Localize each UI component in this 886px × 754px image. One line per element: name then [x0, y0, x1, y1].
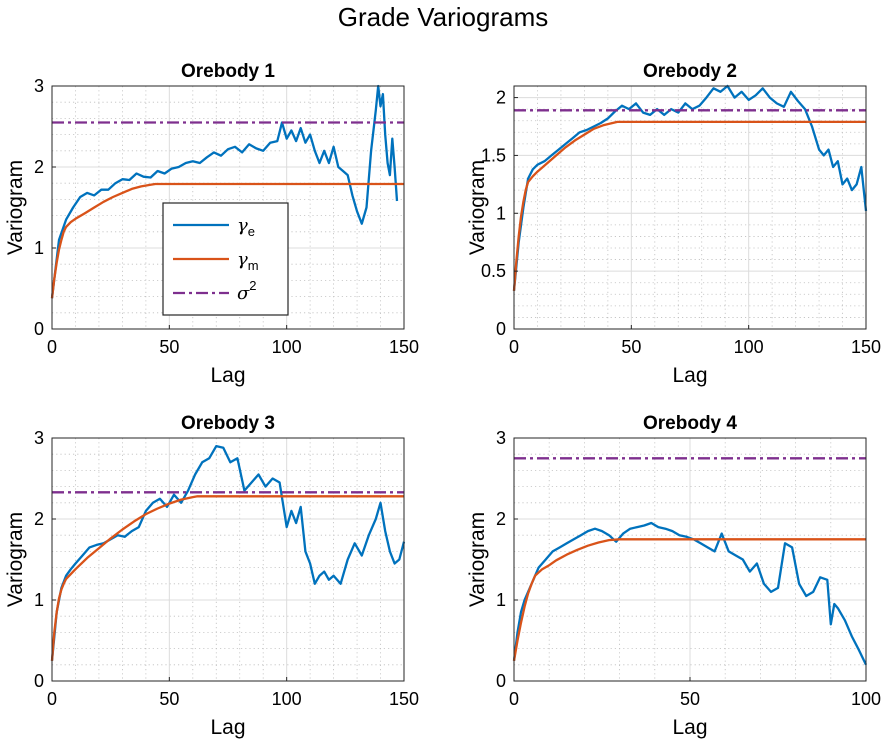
y-tick-label: 0 [496, 671, 506, 691]
legend-item-sill: σ2 [173, 278, 257, 304]
model-variogram-line [512, 120, 866, 291]
x-axis-label: Lag [672, 364, 707, 387]
y-tick-label: 2 [496, 88, 506, 108]
panel-2: 0 50 100 150 0 0.5 1 1.5 2 Orebody 2 Lag Variogram [466, 61, 881, 387]
y-tick-label: 2 [496, 509, 506, 529]
x-axis-label: Lag [210, 364, 245, 387]
model-variogram-line [50, 495, 404, 661]
x-tick-label: 50 [680, 689, 700, 709]
y-axis-label: Variogram [4, 512, 27, 607]
experimental-variogram-line [50, 84, 399, 299]
panel-title: Orebody 1 [181, 61, 275, 82]
y-tick-label: 0 [34, 671, 44, 691]
panel-title: Orebody 4 [643, 413, 737, 434]
axes-box [51, 85, 405, 330]
panel-3: 0 50 100 150 0 1 2 3 Orebody 3 Lag Variogram [4, 413, 419, 739]
x-tick-label: 0 [509, 689, 519, 709]
figure-title: Grade Variograms [338, 2, 549, 32]
experimental-variogram-line [512, 521, 868, 666]
axes-box [513, 85, 867, 330]
experimental-variogram-line [512, 84, 868, 291]
legend: γe γm σ2 [162, 202, 289, 316]
y-axis-label: Variogram [466, 160, 489, 255]
y-axis-label: Variogram [4, 160, 27, 255]
plot-area [514, 86, 866, 329]
x-axis-label: Lag [210, 716, 245, 739]
y-tick-label: 3 [496, 428, 506, 448]
y-tick-label: 2 [34, 509, 44, 529]
y-tick-label: 3 [34, 428, 44, 448]
x-axis-label: Lag [672, 716, 707, 739]
x-tick-label: 0 [47, 689, 57, 709]
y-tick-label: 0 [34, 319, 44, 339]
legend-label: γm [237, 249, 259, 273]
y-tick-label: 1 [34, 238, 44, 258]
x-tick-label: 100 [272, 337, 302, 357]
y-tick-label: 0 [496, 319, 506, 339]
legend-label: σ2 [237, 278, 257, 304]
axes-box [51, 437, 405, 682]
x-tick-label: 50 [159, 689, 179, 709]
y-tick-label: 0.5 [481, 261, 506, 281]
x-tick-label: 100 [272, 689, 302, 709]
model-variogram-line [512, 538, 866, 661]
y-tick-label: 3 [34, 76, 44, 96]
plot-area [52, 438, 404, 681]
panel-title: Orebody 2 [643, 61, 737, 82]
y-tick-label: 1.5 [481, 145, 506, 165]
y-tick-label: 1 [496, 590, 506, 610]
legend-label: γe [237, 215, 255, 239]
x-tick-label: 100 [851, 689, 881, 709]
legend-item-model: γm [173, 249, 259, 273]
y-tick-label: 1 [34, 590, 44, 610]
x-tick-label: 50 [621, 337, 641, 357]
panel-4: 0 50 100 0 1 2 3 Orebody 4 Lag Variogram [466, 413, 881, 739]
x-tick-label: 100 [734, 337, 764, 357]
legend-item-experimental: γe [173, 215, 255, 239]
x-tick-label: 50 [159, 337, 179, 357]
x-tick-label: 150 [389, 337, 419, 357]
model-variogram-line [50, 182, 404, 299]
x-tick-label: 0 [509, 337, 519, 357]
y-axis-label: Variogram [466, 512, 489, 607]
x-tick-label: 0 [47, 337, 57, 357]
y-tick-label: 2 [34, 157, 44, 177]
x-tick-label: 150 [389, 689, 419, 709]
y-tick-label: 1 [496, 203, 506, 223]
panel-title: Orebody 3 [181, 413, 275, 434]
x-tick-label: 150 [851, 337, 881, 357]
